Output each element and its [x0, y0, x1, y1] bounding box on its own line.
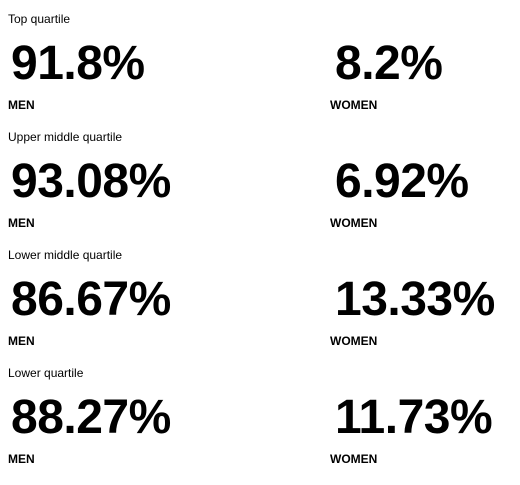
quartile-lower: Lower quartile 88.27% 11.73% MEN WOMEN [0, 354, 520, 472]
men-label: MEN [8, 216, 35, 230]
men-percentage: 86.67% [11, 273, 171, 326]
women-percentage: 6.92% [335, 155, 469, 208]
quartile-lower-middle: Lower middle quartile 86.67% 13.33% MEN … [0, 236, 520, 354]
women-percentage: 8.2% [335, 37, 443, 90]
men-percentage: 88.27% [11, 391, 171, 444]
quartile-title: Lower middle quartile [8, 248, 123, 262]
women-label: WOMEN [330, 98, 378, 112]
quartile-top: Top quartile 91.8% 8.2% MEN WOMEN [0, 0, 520, 118]
men-label: MEN [8, 334, 35, 348]
women-label: WOMEN [330, 452, 378, 466]
quartile-title: Lower quartile [8, 366, 84, 380]
women-percentage: 11.73% [335, 391, 493, 444]
women-label: WOMEN [330, 216, 378, 230]
women-percentage: 13.33% [335, 273, 495, 326]
quartile-title: Top quartile [8, 12, 71, 26]
women-label: WOMEN [330, 334, 378, 348]
quartile-title: Upper middle quartile [8, 130, 123, 144]
men-percentage: 91.8% [11, 37, 145, 90]
men-label: MEN [8, 98, 35, 112]
quartile-upper-middle: Upper middle quartile 93.08% 6.92% MEN W… [0, 118, 520, 236]
men-label: MEN [8, 452, 35, 466]
men-percentage: 93.08% [11, 155, 171, 208]
